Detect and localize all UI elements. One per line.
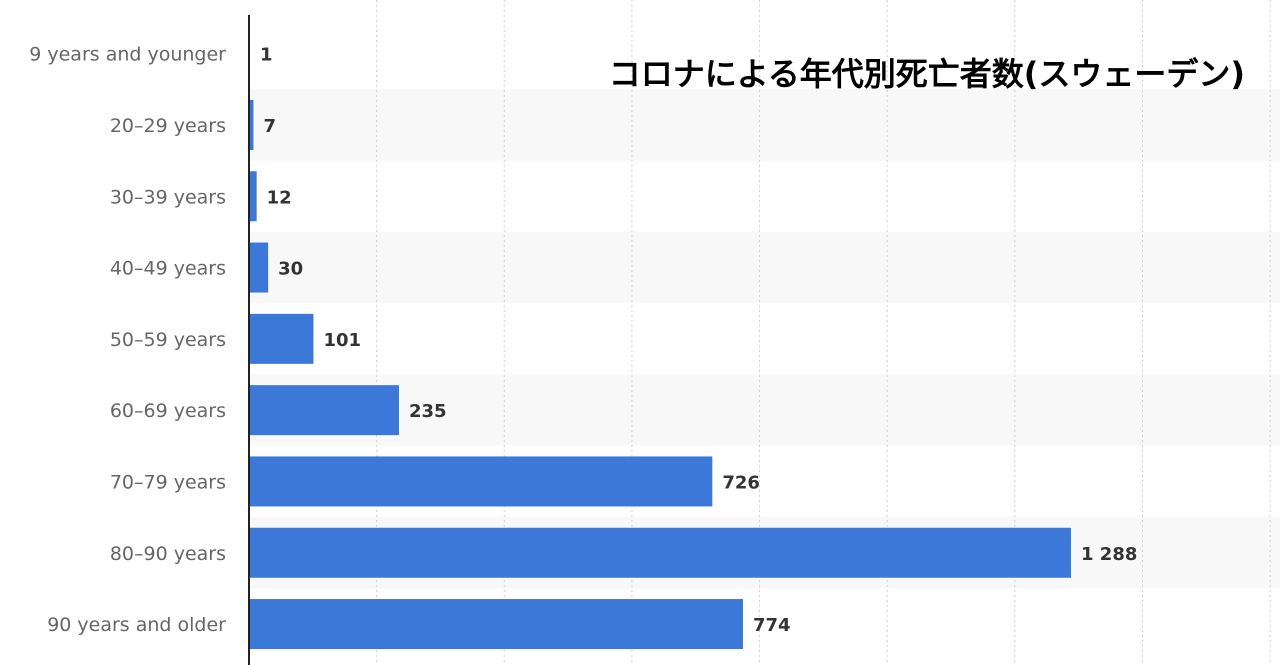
value-label: 101: [323, 330, 361, 351]
bar: [249, 385, 399, 436]
row-stripe: [249, 231, 1280, 304]
category-label: 70–79 years: [110, 471, 226, 493]
value-label: 12: [267, 187, 292, 208]
bar: [249, 171, 257, 222]
row-stripe: [249, 374, 1280, 446]
chart-title: コロナによる年代別死亡者数(スウェーデン): [609, 55, 1245, 93]
bar: [249, 313, 314, 364]
category-label: 50–59 years: [110, 329, 226, 351]
value-label: 726: [722, 472, 760, 493]
category-label: 40–49 years: [110, 258, 226, 280]
value-label: 1 288: [1081, 544, 1137, 565]
value-label: 774: [753, 615, 791, 636]
bars: [249, 28, 1071, 650]
value-label: 1: [260, 45, 273, 66]
row-stripe: [249, 89, 1280, 161]
category-label: 80–90 years: [110, 543, 226, 565]
gridlines: [376, 0, 1271, 665]
category-label: 9 years and younger: [29, 44, 226, 66]
bar: [249, 456, 713, 507]
category-label: 90 years and older: [47, 614, 226, 636]
value-label: 235: [409, 401, 447, 422]
category-label: 30–39 years: [110, 186, 226, 208]
category-labels: 9 years and younger 20–29 years 30–39 year…: [29, 44, 226, 636]
value-label: 30: [278, 259, 303, 280]
category-label: 60–69 years: [110, 400, 226, 422]
value-labels: 1 7 12 30 101 235 726 1 288 774: [260, 45, 1137, 636]
bar: [249, 527, 1071, 578]
category-label: 20–29 years: [110, 115, 226, 137]
bar: [249, 99, 254, 150]
value-label: 7: [263, 116, 276, 137]
bar: [249, 242, 269, 293]
bar: [249, 599, 743, 650]
row-stripes: [249, 89, 1280, 589]
